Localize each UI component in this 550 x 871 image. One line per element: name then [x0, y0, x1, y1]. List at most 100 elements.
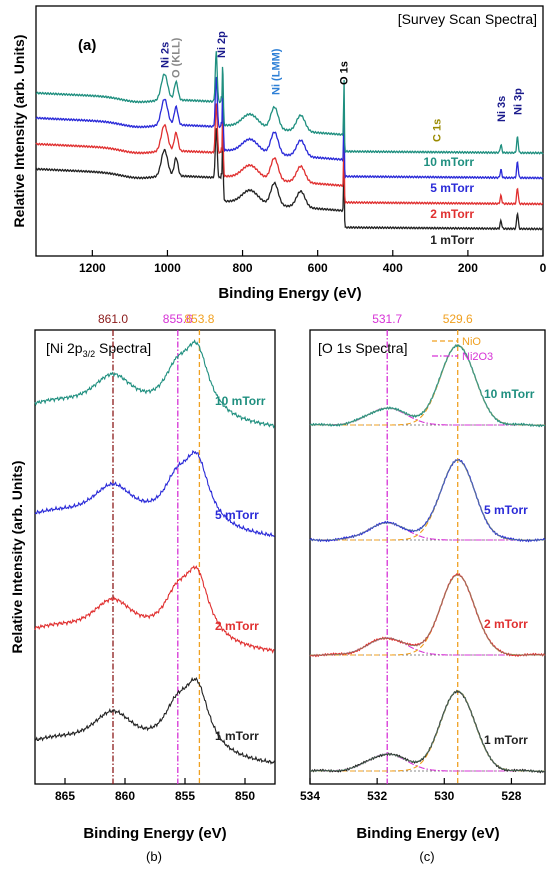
panel-a-tick-label: 400: [383, 261, 403, 275]
panel-a-tick-label: 200: [458, 261, 478, 275]
panel-c-series-line: [309, 689, 546, 774]
panel-c-reference-lines: [386, 330, 459, 784]
panel-c-nio-component: [310, 459, 545, 541]
panel-c-ni2o3-component: [310, 753, 545, 772]
panel-a-series-line: [35, 76, 544, 180]
panel-c-reference-label: 531.7: [372, 312, 402, 326]
panel-a-series-label: 5 mTorr: [430, 181, 474, 195]
panel-b-title-sub: 3/2: [83, 349, 96, 359]
panel-b-title-main: [Ni 2p: [46, 340, 83, 356]
panel-a-series-label: 2 mTorr: [430, 207, 474, 221]
panel-c-ni2o3-component: [310, 522, 545, 541]
panel-b-x-ticks: 865 860 855 850: [55, 778, 255, 803]
panel-c-ni2o3-component: [310, 407, 545, 426]
panel-a-title: [Survey Scan Spectra]: [398, 11, 537, 27]
panel-a-xlabel: Binding Energy (eV): [218, 285, 361, 302]
panel-b-title-end: Spectra]: [95, 340, 151, 356]
panel-a-peak-label: Ni 2s: [159, 42, 171, 68]
panel-c-nio-component: [310, 690, 545, 772]
panel-a-peak-label: O 1s: [339, 61, 351, 85]
panel-a: (a) [Survey Scan Spectra] Ni 2s O (KLL) Ni…: [11, 5, 547, 302]
panel-c-tick-label: 528: [501, 789, 521, 803]
panel-a-series-label: 1 mTorr: [430, 233, 474, 247]
panel-b-ylabel: Relative Intensity (arb. Units): [9, 461, 25, 654]
panel-a-x-ticks: 1200 1000 800 600 400 200 0: [79, 250, 547, 275]
panel-a-frame: [35, 5, 544, 257]
panel-c-series-label: 10 mTorr: [484, 387, 535, 401]
caption-b: (b): [146, 849, 162, 864]
panel-a-ylabel: Relative Intensity (arb. Units): [11, 35, 27, 228]
panel-c-x-ticks: 534 532 530 528: [300, 778, 522, 803]
panel-a-peak-label: Ni 3p: [512, 88, 524, 115]
panel-b-series-line: [34, 565, 275, 654]
panel-a-tick-label: 1000: [154, 261, 181, 275]
panel-a-tick-label: 800: [233, 261, 253, 275]
panel-a-peak-label: Ni 2p: [216, 31, 228, 58]
panel-c-ni2o3-component: [310, 637, 545, 656]
panel-a-series-line: [36, 128, 544, 231]
panel-c-legend-label: NiO: [462, 336, 481, 348]
panel-a-series-labels: 1 mTorr 2 mTorr 5 mTorr 10 mTorr: [424, 155, 475, 247]
panel-c-nio-component: [310, 574, 545, 656]
panel-b-series-line: [34, 339, 275, 429]
panel-a-series-line: [36, 51, 544, 155]
panel-c-series-line: [309, 573, 546, 658]
panel-a-series-line: [35, 103, 544, 206]
panel-a-peak-labels: Ni 2s O (KLL) Ni 2p Ni (LMM) O 1s C 1s Ni 3s Ni…: [159, 31, 524, 142]
panel-a-peak-label: C 1s: [431, 119, 443, 142]
panel-c-fit-envelope: [310, 459, 545, 541]
panel-c-tick-label: 530: [434, 789, 454, 803]
panel-b-reference-label: 855.6: [163, 312, 193, 326]
panel-c-series-line: [309, 344, 546, 428]
panel-c-fit-envelope: [310, 690, 545, 772]
panel-a-tick-label: 0: [540, 261, 547, 275]
panel-c-tick-label: 532: [367, 789, 387, 803]
panel-c-fit-envelope: [310, 574, 545, 656]
panel-c-nio-component: [310, 344, 545, 426]
panel-c-legend-label: Ni2O3: [462, 351, 493, 363]
panel-c-series-label: 1 mTorr: [484, 733, 528, 747]
panel-a-id: (a): [78, 37, 96, 54]
panel-b-reference-label: 861.0: [98, 312, 128, 326]
panel-c-series-label: 2 mTorr: [484, 617, 528, 631]
panel-b-series-line: [34, 676, 275, 765]
panel-c-frame: [309, 329, 546, 785]
panel-a-peak-label: O (KLL): [171, 37, 183, 78]
panel-b-series-label: 10 mTorr: [215, 394, 266, 408]
panel-b-series-label: 1 mTorr: [215, 729, 259, 743]
panel-a-series-label: 10 mTorr: [424, 155, 475, 169]
panel-c-tick-label: 534: [300, 789, 320, 803]
panel-c: 531.7 529.6 [O 1s Spectra] NiO Ni2O3 1 mTo…: [300, 312, 546, 842]
panel-c-curves: [309, 344, 546, 774]
panel-c-series-line: [309, 458, 546, 543]
panel-a-tick-label: 1200: [79, 261, 106, 275]
panel-a-peak-label: Ni (LMM): [271, 48, 283, 95]
panel-b-frame: [34, 329, 276, 785]
panel-c-reference-label: 529.6: [443, 312, 473, 326]
panel-a-curves: [35, 51, 544, 231]
panel-a-peak-label: Ni 3s: [496, 96, 508, 122]
panel-b-curves: [34, 339, 275, 765]
panel-c-fit-envelope: [310, 344, 545, 426]
panel-b-tick-label: 855: [175, 789, 195, 803]
panel-c-legend: NiO Ni2O3: [432, 336, 493, 363]
panel-c-series-labels: 1 mTorr 2 mTorr 5 mTorr 10 mTorr: [484, 387, 535, 747]
panel-b-xlabel: Binding Energy (eV): [83, 825, 226, 842]
panel-c-xlabel: Binding Energy (eV): [356, 825, 499, 842]
panel-b-tick-label: 860: [115, 789, 135, 803]
panel-c-series-label: 5 mTorr: [484, 503, 528, 517]
panel-b-title: [Ni 2p3/2 Spectra]: [46, 340, 151, 359]
panel-b-series-labels: 1 mTorr 2 mTorr 5 mTorr 10 mTorr: [215, 394, 266, 743]
panel-a-tick-label: 600: [308, 261, 328, 275]
panel-b-tick-label: 865: [55, 789, 75, 803]
panel-b-tick-label: 850: [235, 789, 255, 803]
panel-c-title: [O 1s Spectra]: [318, 340, 407, 356]
panel-c-reference-labels: 531.7 529.6: [372, 312, 473, 326]
caption-c: (c): [419, 849, 434, 864]
panel-b-series-line: [34, 449, 275, 538]
panel-b-reference-label: 853.8: [184, 312, 214, 326]
panel-b-series-label: 5 mTorr: [215, 508, 259, 522]
